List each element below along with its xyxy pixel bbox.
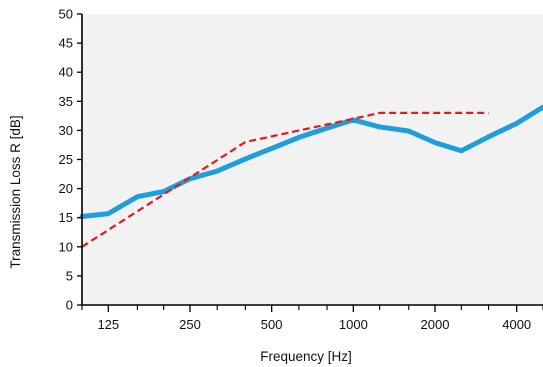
x-axis-title: Frequency [Hz] <box>260 349 352 364</box>
y-tick-label-15: 15 <box>59 210 73 225</box>
measured-transmission-loss-line <box>79 104 543 219</box>
y-tick-label-40: 40 <box>59 65 73 80</box>
x-tick-label-1000: 1000 <box>339 317 368 332</box>
y-tick-label-5: 5 <box>66 268 73 283</box>
y-tick-label-10: 10 <box>59 239 73 254</box>
y-tick-label-25: 25 <box>59 152 73 167</box>
y-tick-label-20: 20 <box>59 181 73 196</box>
x-tick-label-4000: 4000 <box>502 317 531 332</box>
y-tick-label-50: 50 <box>59 7 73 22</box>
ticks-layer: 0 5 10 15 20 25 30 35 40 45 50 125 250 500 1000 2000 400… <box>59 7 543 332</box>
x-tick-label-250: 250 <box>179 317 201 332</box>
y-axis-title: Transmission Loss R [dB] <box>8 115 23 268</box>
x-tick-label-500: 500 <box>261 317 283 332</box>
series-layer <box>79 104 543 248</box>
y-tick-label-45: 45 <box>59 36 73 51</box>
y-tick-label-35: 35 <box>59 94 73 109</box>
y-tick-label-0: 0 <box>66 298 73 313</box>
x-tick-label-2000: 2000 <box>421 317 450 332</box>
dashed-reference-line <box>81 111 489 248</box>
x-tick-label-125: 125 <box>97 317 119 332</box>
plot-area <box>82 14 543 305</box>
y-tick-label-30: 30 <box>59 123 73 138</box>
